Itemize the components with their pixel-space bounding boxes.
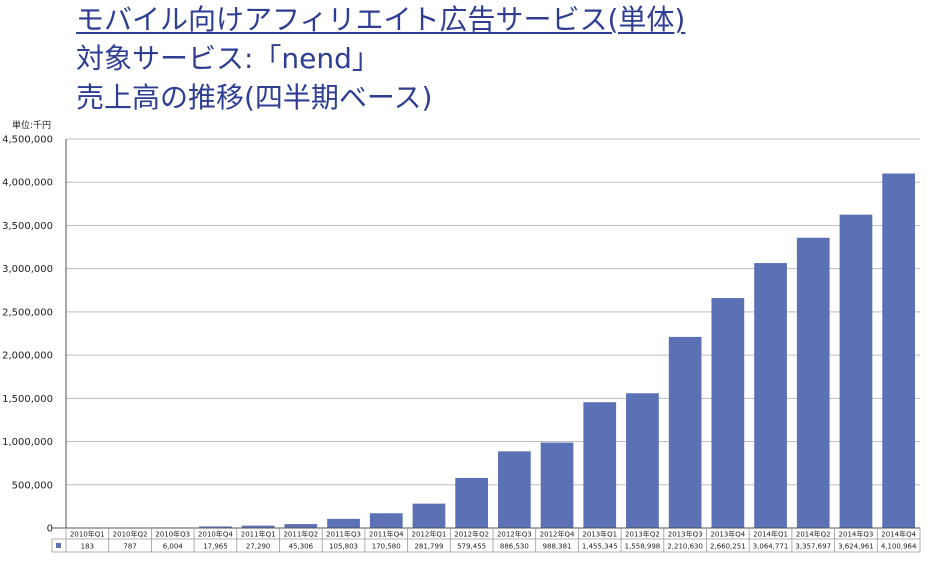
bar xyxy=(369,513,403,528)
bar xyxy=(455,477,488,528)
data-label: 3,064,771 xyxy=(753,543,789,551)
category-label: 2013年Q3 xyxy=(668,530,703,539)
data-label: 1,558,998 xyxy=(625,543,661,551)
category-label: 2013年Q2 xyxy=(625,530,660,539)
category-label: 2013年Q1 xyxy=(582,530,617,539)
data-label: 4,100,964 xyxy=(881,543,917,551)
bar xyxy=(327,518,360,528)
bar xyxy=(626,393,659,528)
category-label: 2010年Q1 xyxy=(70,530,105,539)
category-label: 2011年Q2 xyxy=(283,530,318,539)
title-line-3: 売上高の推移(四半期ベース) xyxy=(76,81,433,114)
bar xyxy=(711,298,745,528)
legend-swatch xyxy=(56,543,61,548)
category-label: 2013年Q4 xyxy=(710,530,745,539)
y-tick-label: 2,500,000 xyxy=(2,307,53,318)
data-label: 281,799 xyxy=(414,543,443,551)
bar xyxy=(241,525,275,528)
data-label: 17,965 xyxy=(203,543,228,551)
data-label: 2,660,251 xyxy=(710,543,746,551)
data-label: 988,381 xyxy=(543,543,572,551)
bar xyxy=(796,237,830,529)
category-label: 2011年Q1 xyxy=(241,530,276,539)
bar xyxy=(882,173,915,528)
bar xyxy=(754,263,787,528)
data-label: 787 xyxy=(123,543,136,551)
bar xyxy=(199,526,232,528)
title-line-2: 対象サービス:「nend」 xyxy=(76,42,380,75)
category-label: 2014年Q3 xyxy=(839,530,874,539)
data-label: 170,580 xyxy=(372,543,401,551)
bar xyxy=(583,402,617,528)
data-label: 886,530 xyxy=(500,543,529,551)
category-label: 2011年Q3 xyxy=(326,530,361,539)
data-label: 27,290 xyxy=(246,543,271,551)
bar xyxy=(284,524,318,528)
y-tick-label: 3,000,000 xyxy=(2,264,53,275)
bar xyxy=(498,451,531,528)
y-tick-label: 500,000 xyxy=(12,480,53,491)
data-label: 183 xyxy=(81,543,94,551)
data-label: 3,624,961 xyxy=(838,543,874,551)
data-label: 2,210,630 xyxy=(667,543,703,551)
data-label: 105,803 xyxy=(329,543,358,551)
category-label: 2012年Q3 xyxy=(497,530,532,539)
category-label: 2010年Q3 xyxy=(155,530,190,539)
data-label: 45,306 xyxy=(289,543,314,551)
y-tick-label: 1,000,000 xyxy=(2,437,53,448)
y-tick-label: 2,000,000 xyxy=(2,351,53,362)
y-tick-label: 4,500,000 xyxy=(2,135,53,146)
title-line-1: モバイル向けアフィリエイト広告サービス(単体) xyxy=(76,3,686,36)
y-tick-label: 0 xyxy=(47,524,53,535)
category-label: 2012年Q4 xyxy=(540,530,575,539)
category-label: 2014年Q4 xyxy=(881,530,916,539)
unit-label: 単位:千円 xyxy=(12,121,52,131)
y-tick-label: 1,500,000 xyxy=(2,394,53,405)
category-label: 2014年Q1 xyxy=(753,530,788,539)
category-label: 2010年Q4 xyxy=(198,530,233,539)
y-tick-label: 4,000,000 xyxy=(2,178,53,189)
category-label: 2014年Q2 xyxy=(796,530,831,539)
category-label: 2012年Q1 xyxy=(412,530,447,539)
data-label: 1,455,345 xyxy=(582,543,618,551)
category-label: 2011年Q4 xyxy=(369,530,404,539)
bar xyxy=(839,214,873,528)
data-label: 3,357,697 xyxy=(795,543,831,551)
category-label: 2010年Q2 xyxy=(113,530,148,539)
data-label: 6,004 xyxy=(163,543,184,551)
category-label: 2012年Q2 xyxy=(454,530,489,539)
data-label: 579,455 xyxy=(457,543,486,551)
bar xyxy=(412,503,446,528)
bar xyxy=(540,442,574,528)
y-tick-label: 3,500,000 xyxy=(2,221,53,232)
bar xyxy=(668,336,702,528)
